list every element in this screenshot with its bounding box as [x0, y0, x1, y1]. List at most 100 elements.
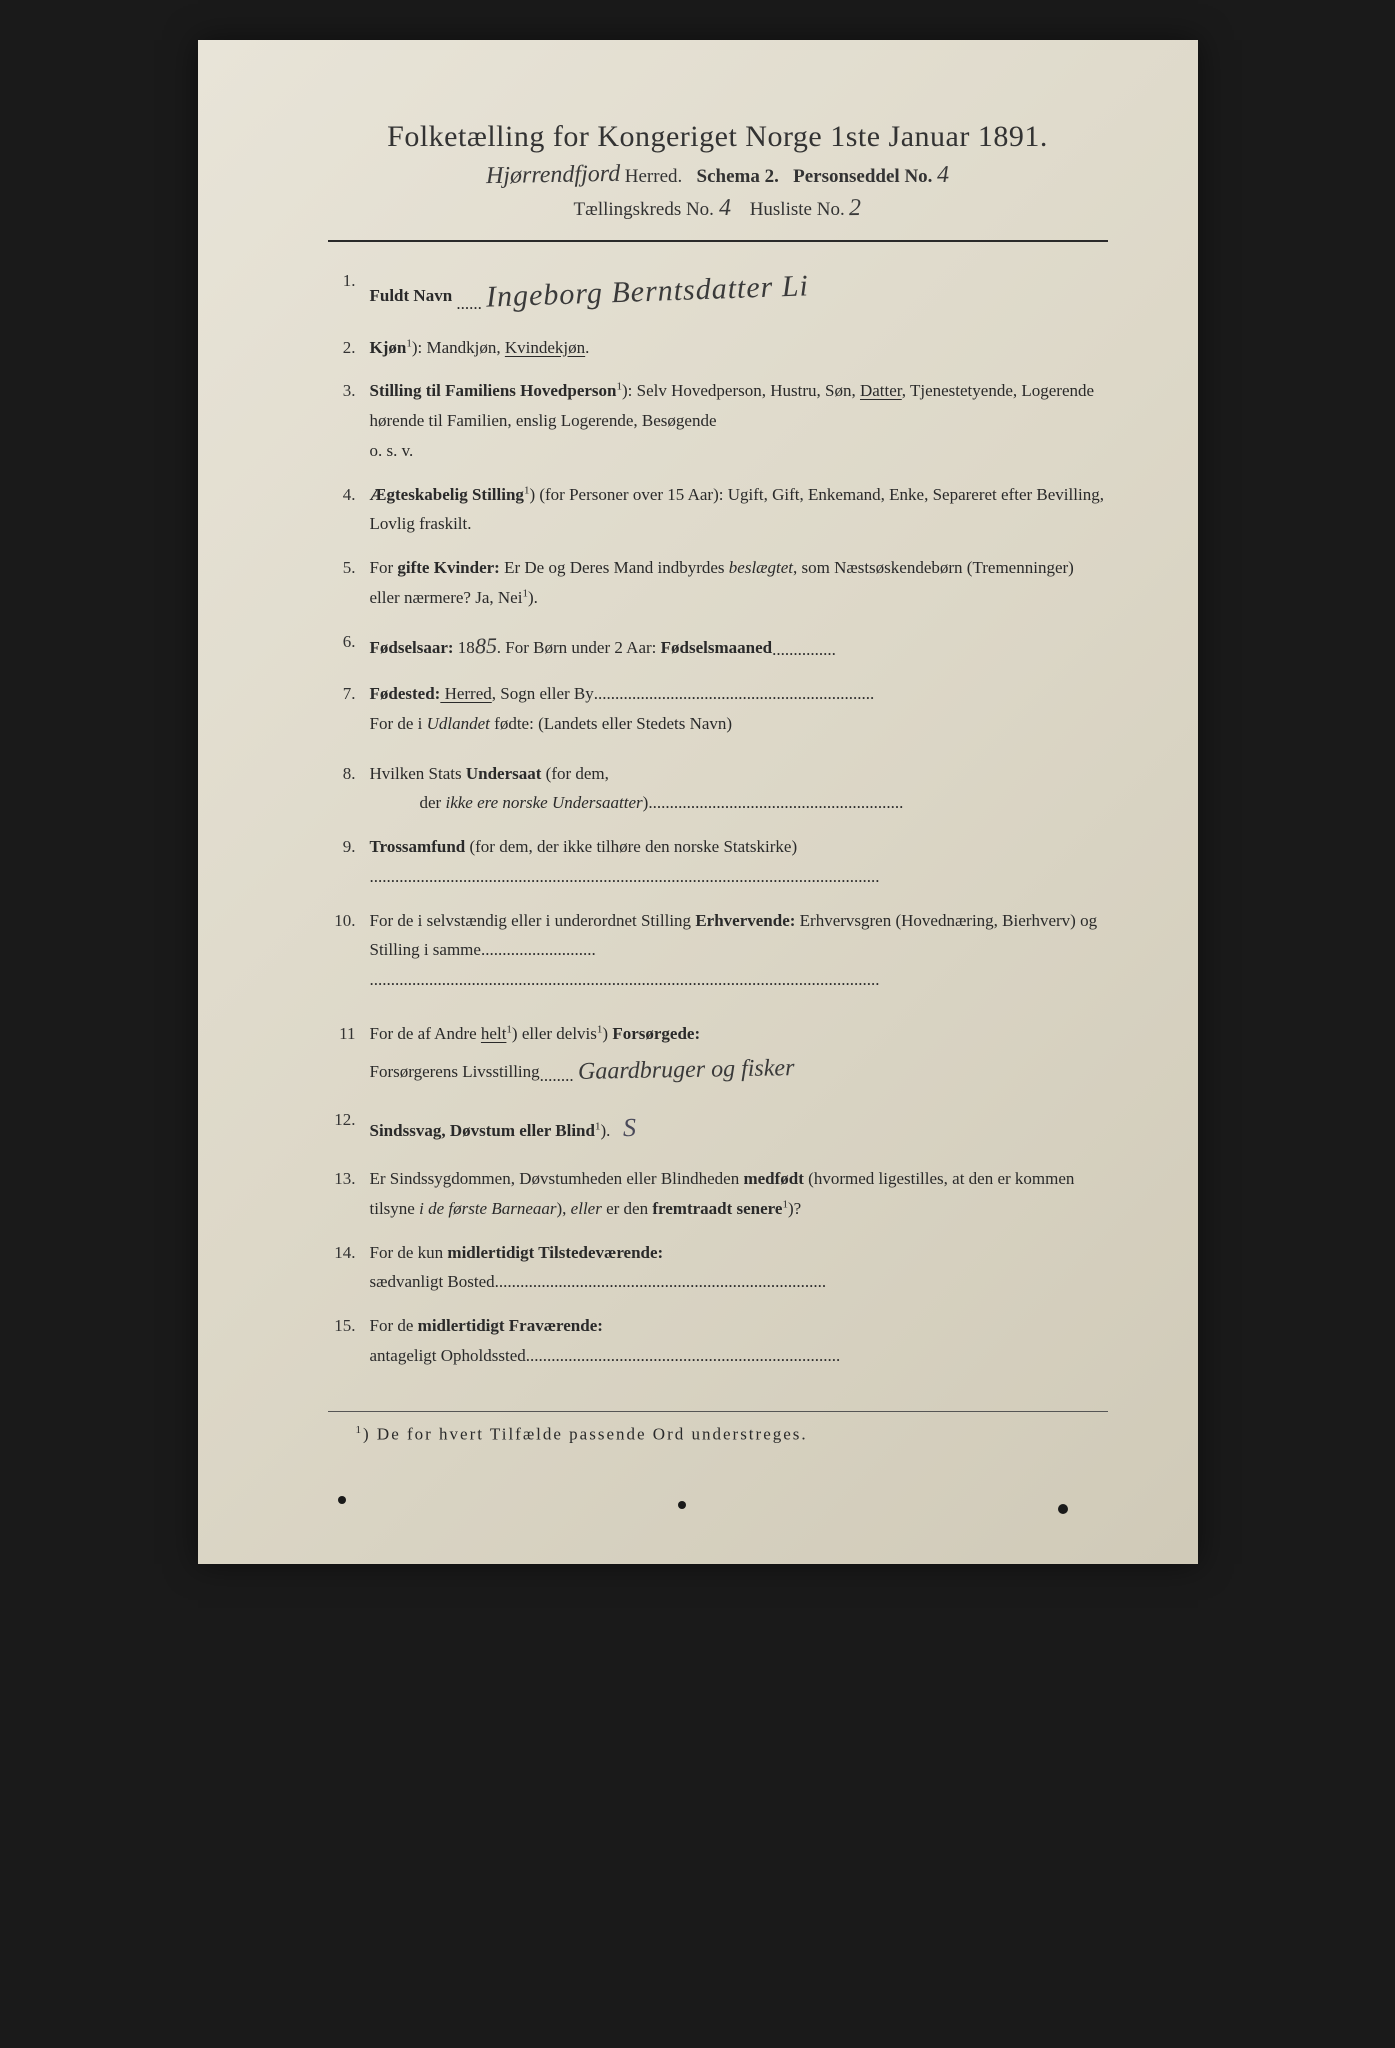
item-num: 7. [328, 679, 370, 739]
label-erhvervende: Erhvervende: [695, 911, 795, 930]
label-undersaat: Undersaat [466, 764, 542, 783]
label-trossamfund: Trossamfund [370, 837, 466, 856]
herred-underlined: Herred [440, 684, 491, 703]
text-opholdssted: antageligt Opholdssted [370, 1346, 526, 1365]
item-num: 6. [328, 627, 370, 666]
text-bosted: sædvanligt Bosted [370, 1272, 495, 1291]
text-pre: For de i selvstændig eller i underordnet… [370, 911, 696, 930]
helt-underlined: helt [481, 1024, 507, 1043]
text: (for dem, [541, 764, 609, 783]
text: )? [788, 1199, 801, 1218]
text-pre: der [420, 793, 446, 812]
kvindekjon-underlined: Kvindekjøn [505, 338, 585, 357]
item-12: 12. Sindssvag, Døvstum eller Blind1). S [328, 1105, 1108, 1151]
item-num: 1. [328, 266, 370, 319]
subheader-line-1: Hjørrendfjord Herred. Schema 2. Personse… [328, 162, 1108, 189]
text: ). [528, 588, 538, 607]
item-num: 4. [328, 480, 370, 540]
item-8: 8. Hvilken Stats Undersaat (for dem, der… [328, 759, 1108, 819]
item-num: 15. [328, 1311, 370, 1371]
text: er den [602, 1199, 653, 1218]
item-num: 9. [328, 832, 370, 892]
subheader-line-2: Tællingskreds No. 4 Husliste No. 2 [328, 195, 1108, 222]
item-2: 2. Kjøn1): Mandkjøn, Kvindekjøn. [328, 333, 1108, 363]
divider-footnote [328, 1411, 1108, 1412]
livsstilling-handwritten: Gaardbruger og fisker [578, 1047, 795, 1093]
text: ): Selv Hovedperson, Hustru, Søn, [622, 381, 860, 400]
text-livsstilling: Forsørgerens Livsstilling [370, 1062, 540, 1081]
item-num: 10. [328, 906, 370, 995]
item-7: 7. Fødested: Herred, Sogn eller By......… [328, 679, 1108, 739]
label-forsorgede: Forsørgede: [612, 1024, 700, 1043]
item-15: 15. For de midlertidigt Fraværende: anta… [328, 1311, 1108, 1371]
label-kjon: Kjøn [370, 338, 407, 357]
taelling-no: 4 [718, 195, 730, 222]
item-num: 3. [328, 376, 370, 465]
text-pre: Er Sindssygdommen, Døvstumheden eller Bl… [370, 1169, 744, 1188]
italic-barneaar: i de første Barneaar [419, 1199, 556, 1218]
italic-eller: eller [571, 1199, 602, 1218]
ink-spot [338, 1496, 346, 1504]
text-pre: For de [370, 1316, 418, 1335]
label-tilstedevaerende: midlertidigt Tilstedeværende: [447, 1243, 663, 1262]
year-prefix: 18 [454, 638, 475, 657]
husliste-label: Husliste No. [750, 199, 845, 220]
item-10: 10. For de i selvstændig eller i underor… [328, 906, 1108, 995]
footnote-sup: 1 [356, 1424, 364, 1436]
text-pre: For de kun [370, 1243, 448, 1262]
text-pre: Hvilken Stats [370, 764, 466, 783]
item-5: 5. For gifte Kvinder: Er De og Deres Man… [328, 553, 1108, 613]
text-mid2: ) [602, 1024, 612, 1043]
name-handwritten: Ingeborg Berntsdatter Li [485, 260, 810, 324]
item-4: 4. Ægteskabelig Stilling1) (for Personer… [328, 480, 1108, 540]
item-11: 11 For de af Andre helt1) eller delvis1)… [328, 1019, 1108, 1091]
ink-spot [1058, 1504, 1068, 1514]
text-pre: For de i [370, 714, 427, 733]
item-14: 14. For de kun midlertidigt Tilstedevære… [328, 1238, 1108, 1298]
item-9: 9. Trossamfund (for dem, der ikke tilhør… [328, 832, 1108, 892]
taelling-label: Tællingskreds No. [574, 199, 714, 220]
herred-handwritten: Hjørrendfjord [486, 161, 621, 190]
text-pre: For de af Andre [370, 1024, 481, 1043]
text-mid: ) eller delvis [512, 1024, 597, 1043]
label-fremtraadt: fremtraadt senere [652, 1199, 782, 1218]
census-form-page: Folketælling for Kongeriget Norge 1ste J… [198, 40, 1198, 1564]
label-fravaerende: midlertidigt Fraværende: [418, 1316, 603, 1335]
italic-ikke-norske: ikke ere norske Undersaatter [445, 793, 642, 812]
ink-spot [678, 1501, 686, 1509]
s-mark-handwritten: S [623, 1104, 637, 1150]
divider-top [328, 240, 1108, 242]
label-aegteskab: Ægteskabelig Stilling [370, 485, 524, 504]
item-num: 8. [328, 759, 370, 819]
italic-udlandet: Udlandet [427, 714, 490, 733]
personseddel-no: 4 [937, 162, 949, 189]
footnote-text: ) De for hvert Tilfælde passende Ord und… [363, 1424, 808, 1443]
herred-label: Herred. [625, 166, 683, 187]
text: ): Mandkjøn, [412, 338, 505, 357]
label-fodested: Fødested: [370, 684, 441, 703]
label-medfodt: medfødt [743, 1169, 803, 1188]
item-num: 11 [328, 1019, 370, 1091]
label-sindssvag: Sindssvag, Døvstum eller Blind [370, 1121, 595, 1140]
text-osv: o. s. v. [370, 441, 414, 460]
page-title: Folketælling for Kongeriget Norge 1ste J… [328, 120, 1108, 154]
text: fødte: (Landets eller Stedets Navn) [490, 714, 732, 733]
text: ), [557, 1199, 571, 1218]
item-num: 2. [328, 333, 370, 363]
footnote: 1) De for hvert Tilfælde passende Ord un… [328, 1424, 1108, 1445]
label-fodselsmaaned: Fødselsmaaned [661, 638, 772, 657]
item-num: 13. [328, 1164, 370, 1224]
text: , Sogn eller By [492, 684, 594, 703]
datter-underlined: Datter [860, 381, 902, 400]
text-pre: For [370, 558, 398, 577]
label-gifte-kvinder: gifte Kvinder: [397, 558, 499, 577]
text: (for dem, der ikke tilhøre den norske St… [465, 837, 797, 856]
label-fuldt-navn: Fuldt Navn [370, 286, 453, 305]
item-num: 5. [328, 553, 370, 613]
item-1: 1. Fuldt Navn ...... Ingeborg Berntsdatt… [328, 266, 1108, 319]
text: Er De og Deres Mand indbyrdes [500, 558, 729, 577]
personseddel-label: Personseddel No. [793, 166, 932, 187]
text: ). [600, 1121, 610, 1140]
item-13: 13. Er Sindssygdommen, Døvstumheden elle… [328, 1164, 1108, 1224]
year-handwritten: 85 [474, 626, 497, 665]
